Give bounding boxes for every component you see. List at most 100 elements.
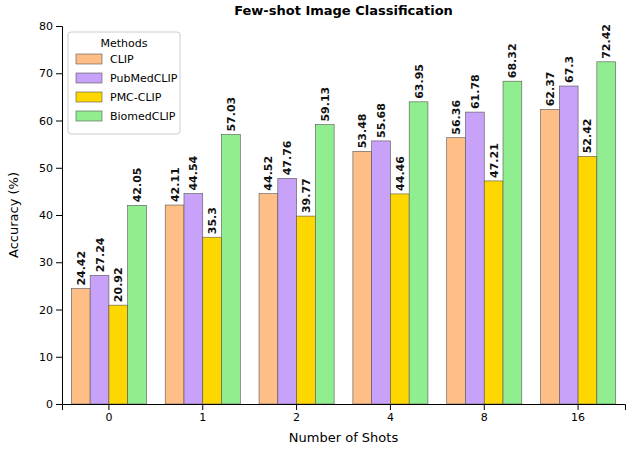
x-tick: 8 (481, 404, 488, 424)
y-tick-mark (56, 404, 62, 405)
y-tick-mark (56, 121, 62, 122)
y-tick: 30 (39, 256, 62, 269)
data-label: 57.03 (225, 97, 238, 132)
bar (128, 205, 147, 404)
data-label: 35.3 (206, 207, 219, 234)
x-tick-label: 2 (293, 411, 300, 424)
bar (203, 237, 222, 404)
bars (71, 62, 615, 404)
y-tick-mark (56, 310, 62, 311)
bar-series (71, 109, 559, 404)
bar (597, 62, 616, 404)
x-axis-line (63, 405, 626, 411)
y-tick: 50 (39, 162, 62, 175)
data-label: 63.95 (413, 64, 426, 99)
x-tick: 16 (571, 404, 585, 424)
bar (503, 81, 522, 404)
data-label: 56.36 (450, 100, 463, 135)
legend-label: BiomedCLIP (110, 110, 176, 123)
legend-swatch (76, 54, 102, 64)
bar (109, 305, 128, 404)
bar (559, 86, 578, 404)
y-tick-mark (56, 26, 62, 27)
x-tick-mark (390, 404, 391, 410)
x-tick: 4 (387, 404, 394, 424)
y-tick-label: 30 (39, 256, 53, 269)
bar (297, 216, 316, 404)
legend-label: CLIP (110, 53, 134, 66)
data-label: 59.13 (319, 87, 332, 122)
data-label: 47.21 (488, 143, 501, 178)
data-label: 39.77 (300, 178, 313, 213)
bar (484, 181, 503, 404)
data-label: 20.92 (112, 267, 125, 302)
legend-title: Methods (101, 37, 148, 50)
x-tick-label: 0 (105, 411, 112, 424)
bar (90, 275, 109, 404)
x-tick: 0 (105, 404, 112, 424)
y-tick: 40 (39, 209, 62, 222)
plot: 24.4242.1144.5253.4856.3662.3727.2444.54… (39, 20, 626, 424)
bar (259, 194, 278, 404)
y-axis: 0 10 20 30 40 50 60 70 80 (39, 20, 63, 411)
y-tick-label: 40 (39, 209, 53, 222)
bar (578, 156, 597, 404)
x-tick-mark (578, 404, 579, 410)
x-tick-mark (202, 404, 203, 410)
bar (315, 125, 334, 404)
x-tick-mark (296, 404, 297, 410)
y-tick-mark (56, 262, 62, 263)
y-axis-title: Accuracy (%) (6, 172, 21, 258)
y-tick-label: 10 (39, 351, 53, 364)
bar (222, 135, 241, 404)
data-label: 53.48 (356, 114, 369, 149)
bar (372, 141, 391, 404)
data-label: 44.52 (262, 156, 275, 191)
data-label: 27.24 (94, 237, 107, 272)
data-label: 72.42 (600, 24, 613, 59)
bar (71, 289, 90, 404)
data-label: 24.42 (75, 251, 88, 286)
bar (353, 151, 372, 404)
x-tick-label: 1 (199, 411, 206, 424)
data-label: 47.76 (281, 140, 294, 175)
data-label: 52.42 (581, 119, 594, 154)
legend-label: PubMedCLIP (110, 72, 178, 85)
y-tick: 70 (39, 67, 62, 80)
bar (541, 109, 560, 404)
x-axis: 0 1 2 4 8 16 (63, 404, 626, 424)
bar (184, 194, 203, 404)
legend-box (68, 32, 180, 134)
x-tick-label: 4 (387, 411, 394, 424)
title: Few-shot Image Classification (234, 3, 453, 18)
x-tick: 1 (199, 404, 206, 424)
x-axis-title: Number of Shots (289, 430, 399, 445)
y-tick-mark (56, 168, 62, 169)
y-tick-label: 60 (39, 115, 53, 128)
y-tick-label: 80 (39, 20, 53, 33)
x-tick-mark (108, 404, 109, 410)
y-tick: 60 (39, 115, 62, 128)
y-tick-mark (56, 215, 62, 216)
legend: Methods CLIP PubMedCLIP PMC-CLIP BiomedCLIP (68, 32, 180, 134)
y-tick-label: 70 (39, 67, 53, 80)
legend-label: PMC-CLIP (110, 91, 162, 104)
y-tick: 80 (39, 20, 62, 33)
y-tick-label: 0 (46, 398, 53, 411)
data-label: 44.46 (394, 156, 407, 191)
y-tick-label: 20 (39, 304, 53, 317)
bar (447, 138, 466, 404)
bar-series (109, 156, 597, 404)
data-label: 55.68 (375, 103, 388, 138)
y-tick: 0 (46, 398, 62, 411)
bar (390, 194, 409, 404)
legend-swatch (76, 111, 102, 121)
y-tick: 10 (39, 351, 62, 364)
bar-series (128, 62, 616, 404)
bar (278, 178, 297, 404)
data-label: 68.32 (506, 43, 519, 78)
legend-swatch (76, 73, 102, 83)
data-label: 67.3 (563, 56, 576, 83)
data-label: 61.78 (469, 74, 482, 109)
data-label: 62.37 (544, 72, 557, 107)
